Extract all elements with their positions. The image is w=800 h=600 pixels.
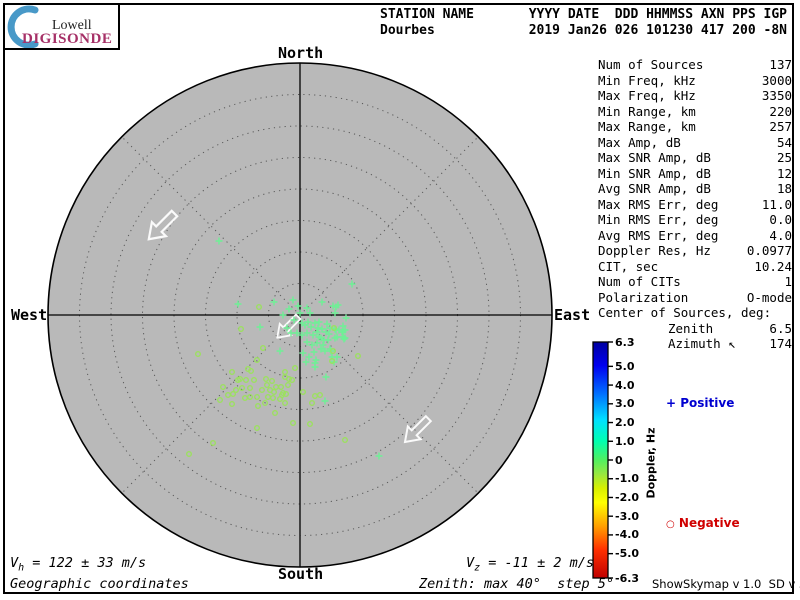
legend-positive-label: Positive	[676, 396, 735, 410]
stats-row: Center of Sources, deg:	[598, 305, 772, 320]
stats-row: CIT, sec 10.24	[598, 258, 792, 274]
crescent-icon	[7, 5, 39, 48]
stats-row: Num of Sources 137	[598, 57, 792, 72]
stats-row: Min Range, km 220	[598, 103, 792, 119]
stats-row: Doppler Res, Hz 0.0977	[598, 243, 792, 258]
stats-row: Avg RMS Err, deg 4.0	[598, 227, 792, 243]
colorbar-tick: 5.0	[615, 359, 635, 373]
outer-border	[3, 3, 794, 594]
colorbar-tick: 3.0	[615, 397, 635, 411]
legend-positive: + Positive	[666, 396, 734, 410]
colorbar-tick: 6.3	[615, 335, 635, 349]
zenith-grid-note: Zenith: max 40° step 5°	[419, 576, 615, 592]
stats-row: Azimuth ↖ 174	[668, 336, 792, 351]
stats-row: Polarization O-mode	[598, 289, 792, 305]
stats-row: Max Range, km 257	[598, 119, 792, 134]
compass-south-label: South	[278, 565, 324, 583]
colorbar-tick: 0	[615, 453, 623, 467]
compass-east-label: East	[554, 306, 591, 324]
logo-lowell-text: Lowell	[52, 18, 92, 33]
header-columns: STATION NAME YYYY DATE DDD HHMMSS AXN PP…	[380, 7, 787, 22]
stats-row: Max Amp, dB 54	[598, 134, 792, 150]
stats-row: Max RMS Err, deg 11.0	[598, 196, 792, 212]
header-values: Dourbes 2019 Jan26 026 101230 417 200 -8…	[380, 23, 787, 38]
colorbar-tick: -2.0	[615, 490, 640, 504]
stats-panel: Num of Sources 137 Min Freq, kHz 3000 Max Fr…	[598, 57, 792, 352]
legend-negative: ○ Negative	[666, 516, 740, 530]
colorbar-tick: 2.0	[615, 416, 635, 430]
stats-row: Min RMS Err, deg 0.0	[598, 212, 792, 227]
station-header: STATION NAME YYYY DATE DDD HHMMSS AXN PP…	[380, 7, 787, 39]
drift-arrows	[147, 209, 433, 444]
colorbar-tick: -3.0	[615, 509, 640, 523]
plus-icon: +	[666, 396, 677, 410]
doppler-colorbar	[592, 341, 609, 579]
stats-row: Avg SNR Amp, dB 18	[598, 181, 792, 196]
stats-row: Min Freq, kHz 3000	[598, 72, 792, 88]
vh-readout: Vh = 122 ± 33 m/s	[10, 555, 147, 574]
stats-row: Max Freq, kHz 3350	[598, 88, 792, 103]
colorbar-tick: -6.3	[615, 571, 640, 585]
colorbar-tick: -1.0	[615, 472, 640, 486]
colorbar-tick: -5.0	[615, 547, 640, 561]
colorbar-tick: -4.0	[615, 528, 640, 542]
stats-row: Num of CITs 1	[598, 274, 792, 289]
compass-west-label: West	[11, 306, 48, 324]
stats-row: Min SNR Amp, dB 12	[598, 165, 792, 181]
circle-icon: ○	[666, 519, 675, 530]
compass-north-label: North	[278, 44, 324, 62]
legend-negative-label: Negative	[674, 516, 740, 530]
logo-digisonde-text: DIGISONDE	[22, 31, 113, 47]
lowell-digisonde-logo: Lowell DIGISONDE	[5, 5, 120, 50]
colorbar-tick: 4.0	[615, 378, 635, 392]
vz-readout: Vz = -11 ± 2 m/s	[466, 555, 594, 574]
negative-sources	[185, 304, 362, 458]
version-text: ShowSkymap v 1.0 SD v 5.1	[652, 577, 800, 591]
positive-sources	[215, 237, 383, 460]
coordinate-system-label: Geographic coordinates	[10, 576, 189, 592]
stats-row: Zenith 6.5	[668, 320, 792, 336]
stats-row: Max SNR Amp, dB 25	[598, 150, 792, 165]
colorbar-tick: 1.0	[615, 434, 635, 448]
colorbar-axis-title: Doppler, Hz	[644, 427, 658, 499]
